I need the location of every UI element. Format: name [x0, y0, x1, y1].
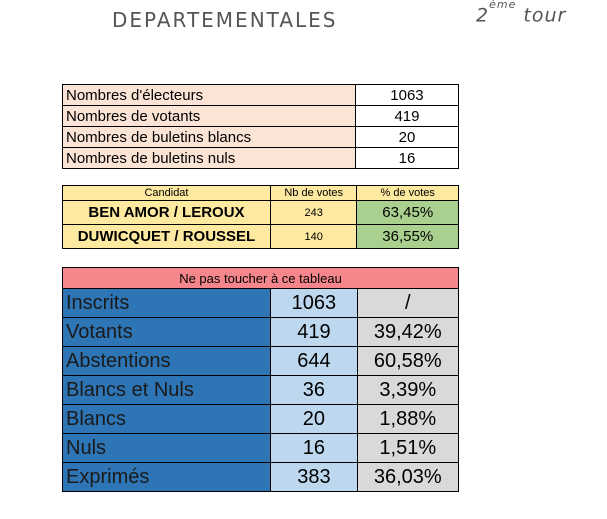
row-value[interactable]: 20: [354, 126, 460, 148]
column-header-candidat: Candidat: [62, 185, 271, 201]
result-value: 20: [270, 404, 358, 434]
tour-number: 2: [476, 4, 490, 27]
row-value[interactable]: 16: [354, 147, 460, 169]
handwritten-title: DEPARTEMENTALES: [112, 8, 338, 32]
table-row: BEN AMOR / LEROUX 243 63,45%: [62, 200, 459, 225]
candidats-table: Candidat Nb de votes % de votes BEN AMOR…: [62, 185, 459, 249]
row-value[interactable]: 419: [354, 105, 460, 127]
result-value: 419: [270, 317, 358, 347]
result-label: Exprimés: [61, 462, 272, 492]
result-label: Votants: [61, 317, 272, 347]
row-label: Nombres de votants: [62, 105, 356, 127]
candidate-name: DUWICQUET / ROUSSEL: [62, 224, 271, 249]
table-row: Votants 419 39,42%: [61, 317, 460, 347]
table-row: Nombres de votants 419: [62, 105, 460, 127]
candidate-votes[interactable]: 140: [269, 224, 358, 249]
result-pct: 3,39%: [356, 375, 460, 405]
header-row: Ne pas toucher à ce tableau: [62, 267, 459, 289]
result-value: 36: [270, 375, 358, 405]
handwritten-tour: 2ème tour: [476, 0, 567, 27]
table-row: Nombres de buletins nuls 16: [62, 147, 460, 169]
table-row: Inscrits 1063 /: [61, 288, 460, 318]
tour-word: tour: [523, 4, 567, 27]
result-label: Inscrits: [61, 288, 272, 318]
table-row: DUWICQUET / ROUSSEL 140 36,55%: [62, 224, 459, 249]
result-label: Nuls: [61, 433, 272, 463]
tour-superscript: ème: [489, 0, 517, 11]
table-row: Blancs 20 1,88%: [61, 404, 460, 434]
result-label: Abstentions: [61, 346, 272, 376]
result-pct: /: [356, 288, 460, 318]
row-label: Nombres d'électeurs: [62, 84, 356, 106]
row-label: Nombres de buletins nuls: [62, 147, 356, 169]
table-row: Abstentions 644 60,58%: [61, 346, 460, 376]
candidate-name: BEN AMOR / LEROUX: [62, 200, 271, 225]
result-value: 1063: [270, 288, 358, 318]
row-value[interactable]: 1063: [354, 84, 460, 106]
table-row: Exprimés 383 36,03%: [61, 462, 460, 492]
column-header-votes: Nb de votes: [269, 185, 358, 201]
candidate-votes[interactable]: 243: [269, 200, 358, 225]
result-value: 16: [270, 433, 358, 463]
result-pct: 1,88%: [356, 404, 460, 434]
result-pct: 39,42%: [356, 317, 460, 347]
warning-header: Ne pas toucher à ce tableau: [62, 267, 459, 289]
table-row: Nombres d'électeurs 1063: [62, 84, 460, 106]
header-row: Candidat Nb de votes % de votes: [62, 185, 459, 201]
table-row: Blancs et Nuls 36 3,39%: [61, 375, 460, 405]
column-header-pct: % de votes: [356, 185, 459, 201]
table-row: Nuls 16 1,51%: [61, 433, 460, 463]
electeurs-table: Nombres d'électeurs 1063 Nombres de vota…: [62, 84, 460, 169]
resultats-table: Ne pas toucher à ce tableau Inscrits 106…: [61, 267, 460, 492]
result-pct: 60,58%: [356, 346, 460, 376]
candidate-pct: 63,45%: [356, 200, 459, 225]
result-pct: 1,51%: [356, 433, 460, 463]
result-label: Blancs: [61, 404, 272, 434]
result-value: 383: [270, 462, 358, 492]
candidate-pct: 36,55%: [356, 224, 459, 249]
result-label: Blancs et Nuls: [61, 375, 272, 405]
row-label: Nombres de buletins blancs: [62, 126, 356, 148]
table-row: Nombres de buletins blancs 20: [62, 126, 460, 148]
result-value: 644: [270, 346, 358, 376]
result-pct: 36,03%: [356, 462, 460, 492]
